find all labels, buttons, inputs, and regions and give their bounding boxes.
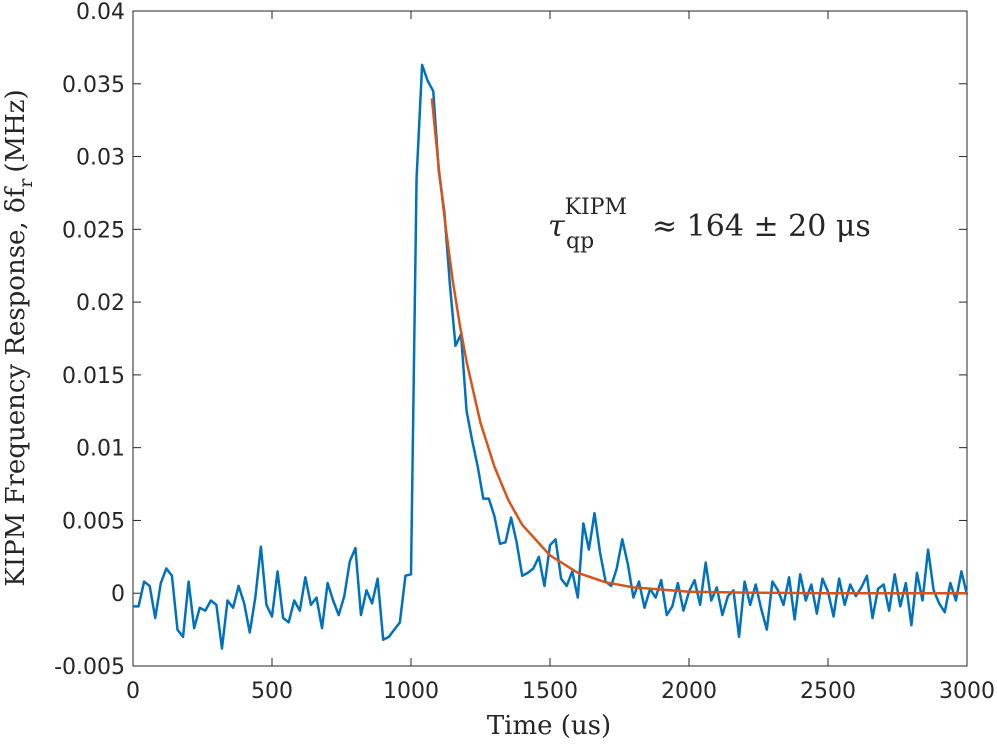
y-tick-label: 0.04	[76, 0, 125, 25]
y-tick-label: 0.025	[62, 218, 125, 243]
annotation-symbol: τ	[548, 209, 565, 244]
annotation-subscript: qp	[566, 229, 594, 254]
y-tick-label: 0.01	[76, 437, 125, 462]
data-line	[133, 63, 969, 650]
y-tick-label: 0	[111, 582, 125, 607]
y-tick-label: -0.005	[54, 655, 125, 680]
y-label-unit: (MHz)	[1, 89, 31, 172]
x-tick-label: 1000	[383, 679, 439, 704]
x-tick-label: 0	[126, 679, 140, 704]
x-axis-label: Time (us)	[487, 711, 611, 741]
data-line	[430, 98, 967, 595]
y-tick-label: 0.015	[62, 364, 125, 389]
y-tick-label: 0.035	[62, 73, 125, 98]
y-label-main: KIPM Frequency Response, δf	[1, 185, 31, 586]
x-tick-label: 2500	[800, 679, 856, 704]
x-tick-label: 3000	[939, 679, 995, 704]
annotation-text: ≈ 164 ± 20 μs	[652, 209, 871, 244]
y-tick-label: 0.03	[76, 146, 125, 171]
y-axis-label: KIPM Frequency Response, δfr (MHz)	[1, 89, 37, 586]
x-tick-label: 500	[251, 679, 293, 704]
y-tick-label: 0.005	[62, 509, 125, 534]
y-label-subscript: r	[15, 178, 37, 188]
y-tick-label: 0.02	[76, 291, 125, 316]
x-tick-label: 2000	[661, 679, 717, 704]
x-tick-label: 1500	[522, 679, 578, 704]
annotation: τKIPM qp ≈ 164 ± 20 μs	[548, 195, 871, 254]
annotation-superscript: KIPM	[565, 195, 627, 220]
